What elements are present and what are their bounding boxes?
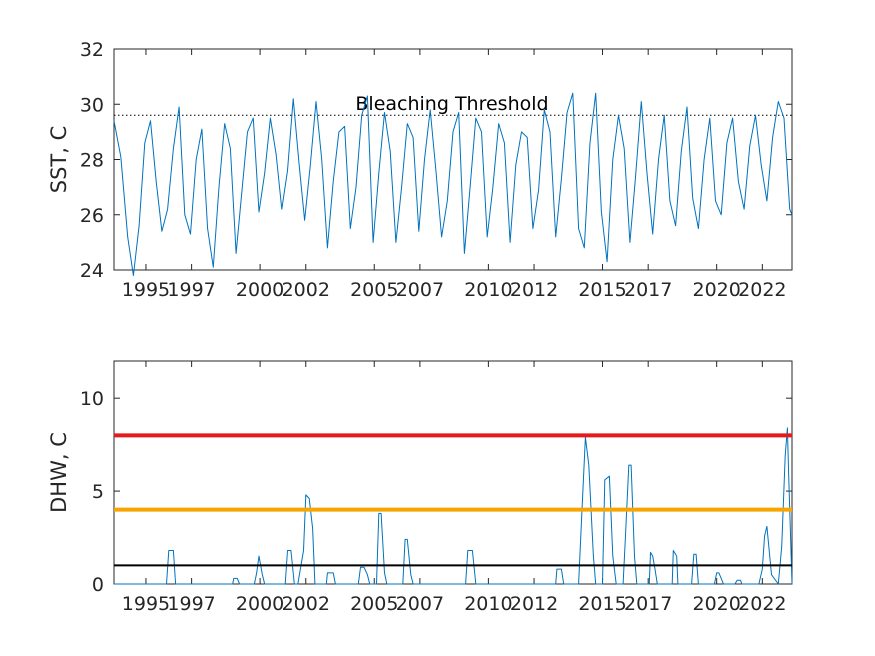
sst-x-tick-label: 2000 [236,279,284,301]
dhw-x-tick-label: 2007 [396,593,444,615]
sst-x-tick-label: 2010 [464,279,512,301]
sst-y-tick-label: 24 [80,260,104,282]
sst-y-tick-label: 26 [80,205,104,227]
sst-x-tick-label: 2007 [396,279,444,301]
sst-x-tick-label: 1997 [167,279,215,301]
dhw-x-tick-label: 2012 [510,593,558,615]
dhw-y-axis-label: DHW, C [47,432,71,513]
sst-x-tick-label: 1995 [122,279,170,301]
dhw-y-tick-label: 0 [92,574,104,596]
sst-x-tick-label: 2017 [624,279,672,301]
dhw-x-tick-label: 2020 [692,593,740,615]
sst-y-tick-label: 32 [80,39,104,61]
dhw-x-tick-label: 2000 [236,593,284,615]
sst-x-tick-label: 2002 [282,279,330,301]
sst-x-tick-label: 2020 [692,279,740,301]
sst-x-tick-label: 2012 [510,279,558,301]
dhw-x-tick-label: 2017 [624,593,672,615]
dhw-series-line [114,427,793,585]
dhw-x-tick-label: 2005 [350,593,398,615]
dhw-axes-box [113,360,793,585]
dhw-x-tick-label: 1997 [167,593,215,615]
dhw-x-tick-label: 1995 [122,593,170,615]
bleaching-threshold-label: Bleaching Threshold [355,93,548,115]
dhw-y-tick-label: 10 [80,388,104,410]
sst-y-axis-label: SST, C [47,126,71,194]
sst-series-line [113,92,793,276]
dhw-x-tick-label: 2015 [578,593,626,615]
dhw-y-tick-label: 5 [92,481,104,503]
sst-y-tick-label: 28 [80,150,104,172]
sst-x-tick-label: 2005 [350,279,398,301]
dhw-x-tick-label: 2010 [464,593,512,615]
sst-y-tick-label: 30 [80,94,104,116]
sst-x-tick-label: 2015 [578,279,626,301]
sst-x-tick-label: 2022 [738,279,786,301]
dhw-x-tick-label: 2022 [738,593,786,615]
dhw-x-tick-label: 2002 [282,593,330,615]
